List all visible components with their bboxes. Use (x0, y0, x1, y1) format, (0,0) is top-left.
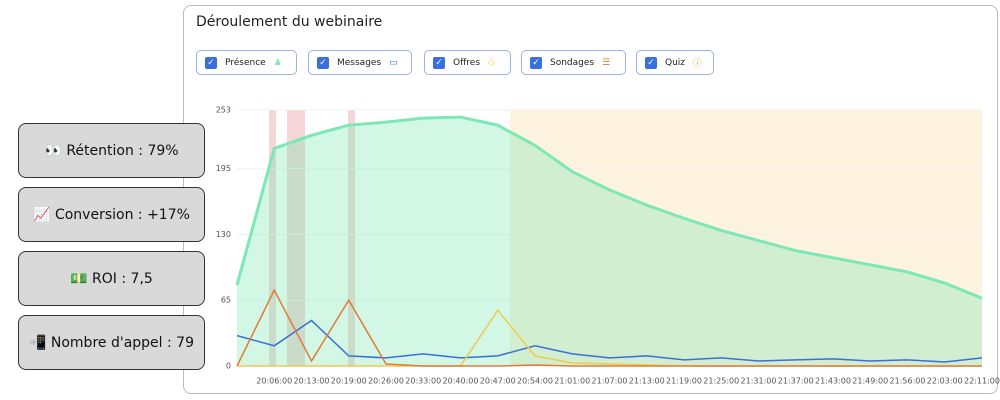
toggle-label: Quiz (665, 57, 686, 68)
presence-area (237, 117, 982, 366)
x-tick-label: 21:07:00 (592, 377, 628, 386)
presence-line (235, 115, 983, 300)
stat-card: 📲 Nombre d'appel : 79 (18, 315, 205, 370)
stat-card: 👀 Rétention : 79% (18, 123, 205, 178)
y-tick-label: 253 (216, 106, 231, 115)
x-tick-label: 20:19:00 (331, 377, 367, 386)
x-tick-label: 21:43:00 (815, 377, 851, 386)
x-tick-label: 21:19:00 (666, 377, 702, 386)
series-line (236, 319, 983, 363)
x-tick-label: 20:47:00 (480, 377, 516, 386)
poll-period (348, 110, 355, 366)
toggle[interactable]: ✓ Offres ◇ (424, 50, 511, 75)
x-tick-label: 20:33:00 (405, 377, 441, 386)
toggle-label: Messages (337, 57, 382, 68)
y-tick-label: 0 (226, 362, 231, 371)
stat-card: 💵 ROI : 7,5 (18, 251, 205, 306)
stat-card: 📈 Conversion : +17% (18, 187, 205, 242)
toggle[interactable]: ✓ Quiz ⓘ (636, 50, 714, 75)
x-tick-label: 21:56:00 (890, 377, 926, 386)
toggle[interactable]: ✓ Messages ▭ (308, 50, 412, 75)
y-tick-label: 195 (216, 164, 231, 173)
toggle-label: Sondages (550, 57, 595, 68)
toggle-label: Offres (453, 57, 481, 68)
panel-title: Déroulement du webinaire (196, 14, 383, 30)
x-tick-label: 22:11:00 (964, 377, 1000, 386)
poll-period (269, 110, 276, 366)
toggle[interactable]: ✓ Présence ♟ (196, 50, 297, 75)
x-tick-label: 21:37:00 (778, 377, 814, 386)
x-tick-label: 21:13:00 (629, 377, 665, 386)
x-tick-label: 21:49:00 (852, 377, 888, 386)
y-tick-label: 130 (216, 230, 231, 239)
x-tick-label: 21:31:00 (741, 377, 777, 386)
toggle-label: Présence (225, 57, 266, 68)
toggle[interactable]: ✓ Sondages ☰ (521, 50, 626, 75)
x-tick-label: 20:54:00 (517, 377, 553, 386)
x-tick-label: 20:13:00 (294, 377, 330, 386)
poll-period (287, 110, 305, 366)
x-tick-label: 21:25:00 (703, 377, 739, 386)
x-tick-label: 20:40:00 (443, 377, 479, 386)
x-tick-label: 20:06:00 (256, 377, 292, 386)
x-tick-label: 21:01:00 (554, 377, 590, 386)
x-tick-label: 20:26:00 (368, 377, 404, 386)
x-tick-label: 22:03:00 (927, 377, 963, 386)
y-tick-label: 65 (221, 296, 231, 305)
series-line (236, 288, 982, 367)
